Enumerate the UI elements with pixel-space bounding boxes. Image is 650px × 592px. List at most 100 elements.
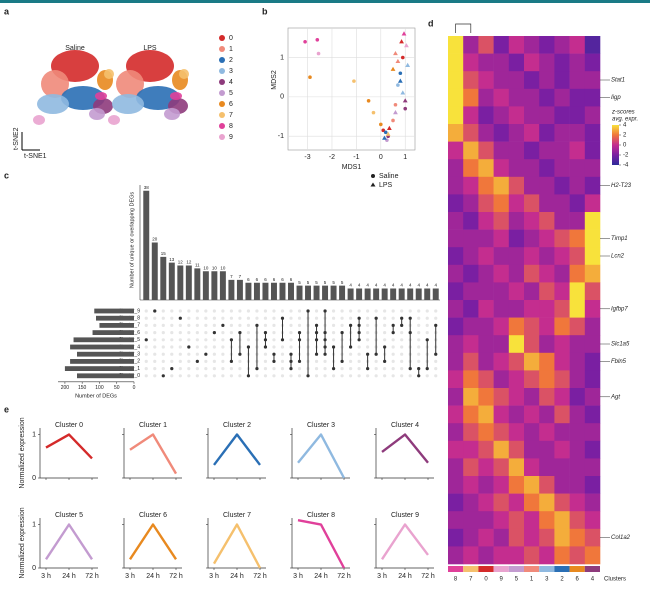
matrix-dot-bg [153,331,157,335]
matrix-dot-bg [170,374,174,378]
value-label: 4 [434,283,437,288]
heat-cell [508,546,525,565]
matrix-dot-bg [187,374,191,378]
line [297,433,346,479]
column-label: 0 [484,577,488,583]
legend-label: 5 [229,90,233,97]
heat-cell [524,264,540,283]
heat-cell [448,352,464,371]
heat-cell [448,159,464,178]
matrix-dot-bg [272,374,276,378]
heat-cell [493,159,510,178]
y-axis-label: t-SNE2 [13,127,20,150]
heat-cell [554,493,570,512]
column-label: 2 [560,577,564,583]
matrix-dot-bg [314,309,319,313]
cluster-blob [108,115,120,125]
heat-cell [524,511,540,530]
bar [432,288,439,300]
matrix-dot-bg [289,309,293,313]
matrix-dot-bg [187,309,191,313]
matrix-dot-bg [255,316,259,320]
heat-cell [539,124,555,142]
matrix-dot-bg [349,374,353,378]
heat-cell [478,36,494,54]
matrix-dot-bg [204,367,208,371]
x-tick-label: 200 [61,385,70,391]
colorbar [612,125,619,165]
heat-cell [554,317,570,336]
set-bar [64,366,134,371]
legend-label: 1 [229,46,233,53]
colorbar-tick-label: -4 [623,163,629,169]
heat-cell [524,370,540,389]
matrix-dot-bg [314,367,319,371]
heat-cell [554,176,570,195]
bar [202,271,209,300]
axis-arrows [21,132,40,151]
heat-cell [539,458,555,477]
matrix-dot-bg [212,309,216,313]
matrix-dot-bg [272,338,276,342]
matrix-dot-bg [400,309,404,313]
heat-cell [554,528,570,547]
heat-cell [584,423,601,442]
matrix-dot-bg [161,331,165,335]
matrix-dot-bg [263,316,268,320]
heat-cell [493,247,510,266]
heat-cell [448,124,464,142]
bar [424,288,431,300]
x-tick-label: 3 h [209,573,219,580]
value-label: 12 [186,260,192,265]
heat-cell [493,124,510,142]
heat-cell [508,528,525,547]
matrix-dot-bg [263,367,268,371]
y-tick-label: 1 [32,521,36,528]
heat-cell [539,511,555,530]
matrix-dot-bg [349,316,353,320]
matrix-dot-bg [187,316,191,320]
matrix-dot-bg [357,309,361,313]
bar [407,288,414,300]
heat-cell [524,405,540,424]
heat-cell [478,476,494,494]
column-label: 8 [454,577,458,583]
matrix-dot-bg [314,359,319,363]
heat-cell [524,388,540,406]
value-label: 4 [375,283,378,288]
value-label: 5 [332,280,335,285]
y-axis-label: Normalized expression [19,417,26,488]
x-tick-label: 3 h [377,573,387,580]
cluster-strip [584,566,600,572]
x-tick-label: 72 h [337,573,351,580]
x-tick-label: 24 h [314,573,328,580]
bar [270,282,277,300]
heat-cell [493,106,510,125]
x-tick-label: 72 h [169,573,183,580]
matrix-dot-bg [434,374,438,378]
matrix-dot-bg [255,309,259,313]
matrix-dot-bg [161,323,165,327]
x-tick-label: 72 h [421,573,435,580]
value-label: 4 [409,283,412,288]
line [44,523,94,560]
heat-cell [478,458,494,477]
heat-cell [554,247,570,266]
heat-cell [524,141,540,160]
heat-cell [554,88,570,107]
heat-cell [508,282,525,301]
heat-cell [493,335,510,354]
x-tick-label: 3 h [41,573,51,580]
legend-label: 8 [229,123,233,130]
set-bar [70,344,134,350]
heat-cell [524,317,540,336]
bar [143,190,150,300]
matrix-dot-bg [144,323,148,327]
point [400,90,406,95]
matrix-dot-bg [323,367,327,371]
point [393,110,398,115]
x-tick-label: 24 h [146,573,160,580]
matrix-dot-bg [340,323,344,327]
heat-cell [463,335,479,354]
heat-cell [524,71,540,90]
